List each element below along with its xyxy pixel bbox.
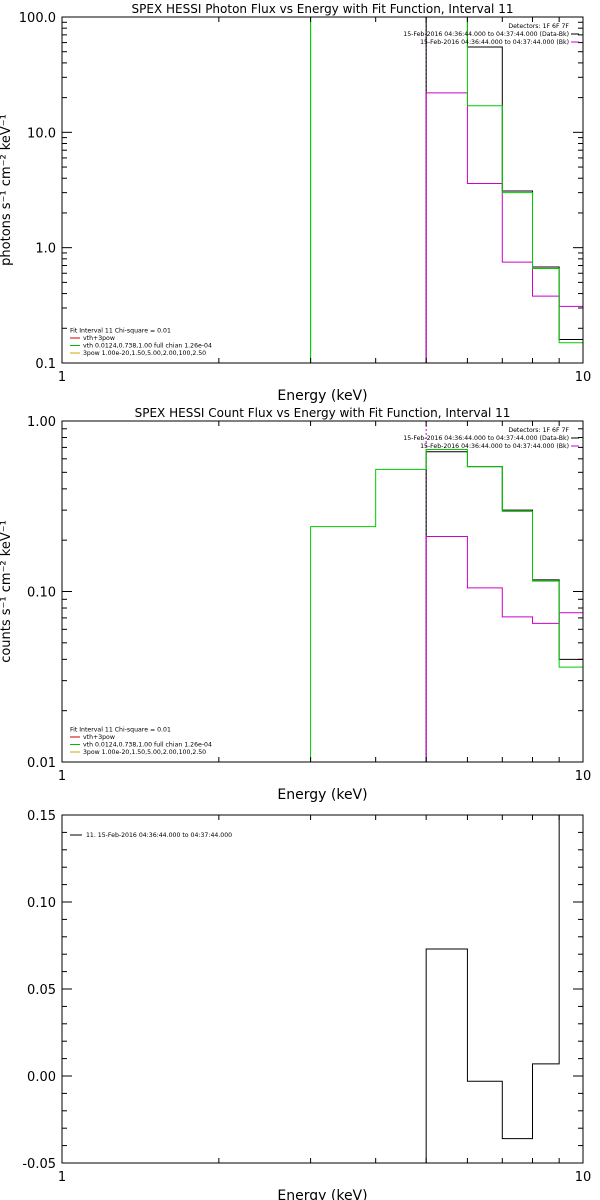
- chart-panel-3: 1 10 Energy (keV) -0.05 0.00 0.05 0.10 0.15 11. …: [22, 809, 591, 1200]
- legend-entry: 3pow 1.00e-20,1.50,5.00,2.00,100,2.50: [83, 350, 206, 357]
- series-residuals: [425, 815, 583, 1163]
- series-fit-thermal: [310, 449, 583, 762]
- legend-entry: vth+3pow: [83, 335, 115, 342]
- x-tick-label: 1: [58, 769, 66, 784]
- legend-entry: vth+3pow: [83, 734, 115, 741]
- chart-panel-2: SPEX HESSI Count Flux vs Energy with Fit…: [0, 406, 591, 803]
- plot-area: [425, 815, 583, 1163]
- x-axis-label: Energy (keV): [277, 388, 367, 404]
- y-tick-label: 1.0: [35, 242, 56, 257]
- y-tick-label: 0.00: [27, 1070, 56, 1085]
- y-tick-label: 10.0: [27, 126, 56, 141]
- y-axis-label: photons s⁻¹ cm⁻² keV⁻¹: [0, 114, 14, 266]
- chart-title: SPEX HESSI Photon Flux vs Energy with Fi…: [132, 2, 514, 16]
- y-tick-label: 100.0: [19, 11, 56, 26]
- y-tick-label: 0.15: [27, 809, 56, 824]
- legend-entry: vth 0.0124,0.738,1.00 full chian 1.26e-0…: [83, 343, 212, 350]
- x-tick-label: 1: [58, 370, 66, 385]
- x-axis-label: Energy (keV): [277, 787, 367, 803]
- info-line-2: 15-Feb-2016 04:36:44.000 to 04:37:44.000…: [403, 31, 569, 38]
- fit-summary: Fit Interval 11 Chi-square = 0.01: [70, 328, 171, 335]
- y-tick-label: -0.05: [22, 1157, 56, 1172]
- y-tick-label: 0.01: [27, 756, 56, 771]
- x-tick-label: 10: [575, 769, 592, 784]
- info-line-1: Detectors: 1F 6F 7F: [508, 427, 569, 434]
- series-fit-thermal: [310, 17, 583, 363]
- legend-entry: vth 0.0124,0.738,1.00 full chian 1.26e-0…: [83, 742, 212, 749]
- info-line-3: 15-Feb-2016 04:36:44.000 to 04:37:44.000…: [420, 443, 569, 450]
- legend-entry: 11. 15-Feb-2016 04:36:44.000 to 04:37:44…: [86, 832, 232, 839]
- x-axis-label: Energy (keV): [277, 1188, 367, 1200]
- info-line-1: Detectors: 1F 6F 7F: [508, 23, 569, 30]
- fit-summary: Fit Interval 11 Chi-square = 0.01: [70, 727, 171, 734]
- legend-entry: 3pow 1.00e-20,1.50,5.00,2.00,100,2.50: [83, 749, 206, 756]
- y-tick-label: 0.10: [27, 896, 56, 911]
- chart-panel-1: SPEX HESSI Photon Flux vs Energy with Fi…: [0, 2, 591, 404]
- y-tick-label: 0.05: [27, 983, 56, 998]
- axes-frame: [61, 814, 584, 1164]
- info-line-3: 15-Feb-2016 04:36:44.000 to 04:37:44.000…: [420, 39, 569, 46]
- axes-frame: [61, 420, 584, 763]
- x-tick-label: 10: [575, 370, 592, 385]
- axes-frame: [61, 16, 584, 364]
- x-tick-label: 10: [575, 1170, 592, 1185]
- x-tick-label: 1: [58, 1170, 66, 1185]
- y-tick-label: 0.1: [35, 357, 56, 372]
- info-line-2: 15-Feb-2016 04:36:44.000 to 04:37:44.000…: [403, 435, 569, 442]
- y-axis-label: counts s⁻¹ cm⁻² keV⁻¹: [0, 520, 14, 663]
- y-tick-label: 1.00: [27, 415, 56, 430]
- plot-area: [310, 421, 583, 762]
- y-tick-label: 0.10: [27, 586, 56, 601]
- chart-title: SPEX HESSI Count Flux vs Energy with Fit…: [135, 406, 511, 420]
- plot-area: [310, 17, 583, 363]
